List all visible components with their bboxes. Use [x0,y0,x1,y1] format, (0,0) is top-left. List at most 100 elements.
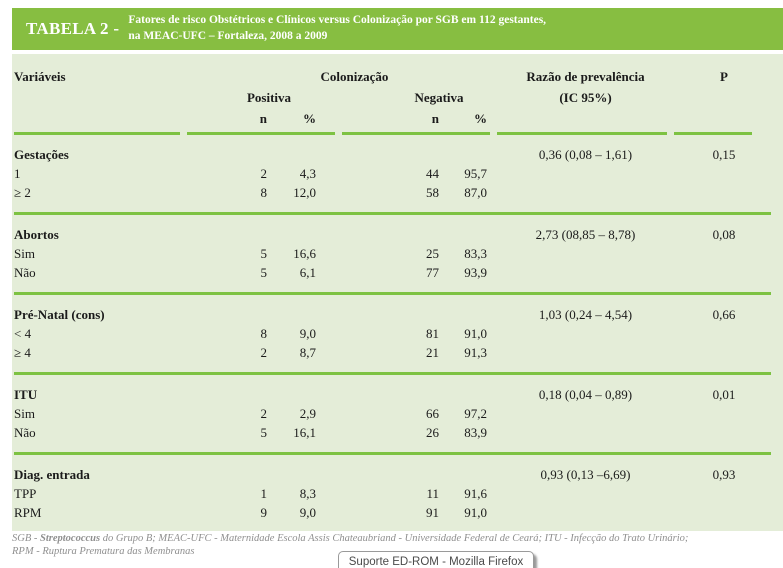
cell-neg-pct: 95,7 [464,166,487,181]
table-row: Não 5 16,1 26 83,9 [12,423,783,442]
header-p: P [720,69,728,84]
cell-neg-pct: 97,2 [464,406,487,421]
header-pos-pct: % [303,111,316,126]
section-name: Abortos [14,227,59,242]
header-pos-n: n [259,111,267,126]
p-value: 0,93 [712,467,736,482]
table-row: Sim 2 2,9 66 97,2 [12,404,783,423]
cell-neg-n: 77 [426,265,439,280]
cell-neg-pct: 87,0 [464,185,487,200]
header-variaveis: Variáveis [14,69,66,84]
p-value: 0,66 [712,307,736,322]
section-diag-entrada: Diag. entrada 0,93 (0,13 –6,69) 0,93 TPP… [12,455,783,522]
header-neg-n: n [431,111,439,126]
header-negativa: Negativa [414,90,464,105]
cell-pos-pct: 9,0 [299,326,316,341]
cell-pos-pct: 2,9 [299,406,316,421]
table-header-row-3: n % n % [12,108,783,129]
table-header-row-1: Variáveis Colonização Razão de prevalênc… [12,66,783,87]
row-label: Não [14,425,36,440]
header-ic95: (IC 95%) [559,90,612,105]
cell-pos-n: 5 [260,425,268,440]
cell-neg-n: 66 [426,406,439,421]
table-row: ≥ 4 2 8,7 21 91,3 [12,343,783,362]
underline-segment [187,132,335,135]
section-header-row: Gestações 0,36 (0,08 – 1,61) 0,15 [12,145,783,164]
table-number-label: TABELA 2 - [26,19,120,38]
row-label: Sim [14,246,35,261]
section-name: ITU [14,387,38,402]
prevalence-ratio-value: 0,93 (0,13 –6,69) [540,467,631,482]
table-title-line1: Fatores de risco Obstétricos e Clínicos … [128,14,547,27]
firefox-window-tooltip-text: Suporte ED-ROM - Mozilla Firefox [348,556,524,568]
cell-pos-n: 1 [260,486,268,501]
cell-pos-n: 5 [260,265,268,280]
row-label: < 4 [14,326,32,341]
underline-segment [14,132,180,135]
section-itu: ITU 0,18 (0,04 – 0,89) 0,01 Sim 2 2,9 66… [12,375,783,455]
table-row: < 4 8 9,0 81 91,0 [12,324,783,343]
underline-segment [497,132,667,135]
section-separator [14,372,771,375]
p-value: 0,15 [712,147,736,162]
p-value: 0,08 [712,227,736,242]
prevalence-ratio-value: 1,03 (0,24 – 4,54) [538,307,633,322]
row-label: ≥ 4 [14,345,31,360]
cell-neg-n: 25 [426,246,439,261]
cell-neg-n: 26 [426,425,439,440]
row-label: Sim [14,406,35,421]
cell-pos-pct: 9,0 [299,505,316,520]
table-row: ≥ 2 8 12,0 58 87,0 [12,183,783,202]
table-row: 1 2 4,3 44 95,7 [12,164,783,183]
cell-neg-pct: 83,9 [464,425,487,440]
underline-segment [674,132,752,135]
prevalence-ratio-value: 2,73 (08,85 – 8,78) [535,227,636,242]
prevalence-ratio-value: 0,36 (0,08 – 1,61) [538,147,633,162]
row-label: Não [14,265,36,280]
row-label: ≥ 2 [14,185,31,200]
cell-neg-n: 44 [426,166,439,181]
table-footnote: SGB - Streptococcus do Grupo B; MEAC-UFC… [12,533,779,558]
cell-pos-n: 2 [260,345,268,360]
section-name: Diag. entrada [14,467,90,482]
header-underline-segments [14,132,783,135]
cell-neg-pct: 91,0 [464,326,487,341]
section-abortos: Abortos 2,73 (08,85 – 8,78) 0,08 Sim 5 1… [12,215,783,295]
cell-pos-n: 2 [260,166,268,181]
cell-pos-pct: 6,1 [299,265,316,280]
cell-pos-pct: 4,3 [299,166,316,181]
header-colonizacao: Colonização [320,69,389,84]
section-separator [14,212,771,215]
section-name: Gestações [14,147,69,162]
section-name: Pré-Natal (cons) [14,307,105,322]
row-label: 1 [14,166,21,181]
table-row: Não 5 6,1 77 93,9 [12,263,783,282]
cell-pos-pct: 8,7 [299,345,316,360]
section-pre-natal: Pré-Natal (cons) 1,03 (0,24 – 4,54) 0,66… [12,295,783,375]
table: Variáveis Colonização Razão de prevalênc… [12,54,783,531]
cell-pos-n: 5 [260,246,268,261]
table-title: Fatores de risco Obstétricos e Clínicos … [128,13,546,44]
table-title-banner: TABELA 2 - Fatores de risco Obstétricos … [12,8,783,50]
section-header-row: Pré-Natal (cons) 1,03 (0,24 – 4,54) 0,66 [12,305,783,324]
table-row: Sim 5 16,6 25 83,3 [12,244,783,263]
table-row: TPP 1 8,3 11 91,6 [12,484,783,503]
cell-neg-pct: 91,3 [464,345,487,360]
header-neg-pct: % [474,111,487,126]
row-label: TPP [14,486,37,501]
cell-pos-n: 8 [260,185,268,200]
header-razao-prevalencia: Razão de prevalência [526,69,645,84]
cell-pos-pct: 16,1 [293,425,316,440]
cell-pos-pct: 12,0 [293,185,316,200]
cell-neg-n: 91 [426,505,439,520]
section-separator [14,292,771,295]
section-separator [14,452,771,455]
cell-pos-n: 2 [260,406,268,421]
cell-pos-pct: 8,3 [299,486,316,501]
table-row: RPM 9 9,0 91 91,0 [12,503,783,522]
cell-neg-n: 21 [426,345,439,360]
cell-neg-n: 81 [426,326,439,341]
firefox-window-tooltip: Suporte ED-ROM - Mozilla Firefox [338,551,534,568]
section-gestacoes: Gestações 0,36 (0,08 – 1,61) 0,15 1 2 4,… [12,135,783,215]
